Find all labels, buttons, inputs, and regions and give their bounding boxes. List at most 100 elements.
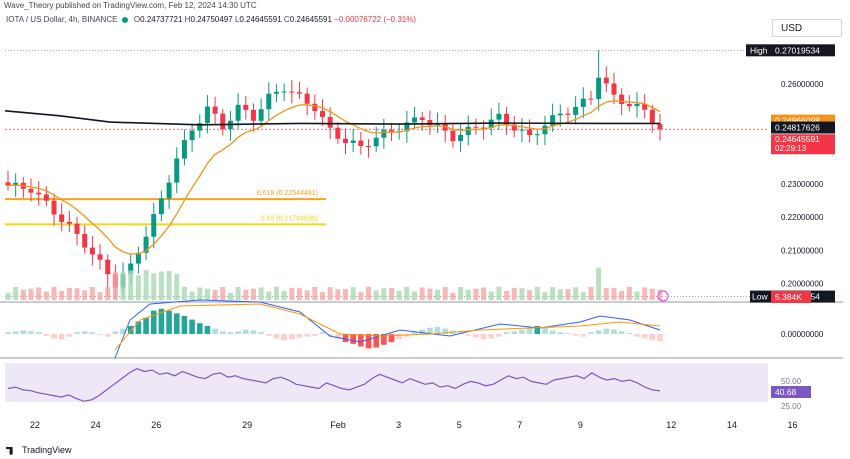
macd-bar (143, 317, 149, 334)
candle-body (28, 188, 34, 193)
volume-bar (626, 286, 632, 300)
candle-body (373, 137, 379, 147)
candle-body (197, 123, 203, 131)
volume-bar (250, 288, 256, 300)
change-value: −0.00076722 (−0.31%) (334, 15, 417, 24)
time-tick-label: 9 (578, 420, 583, 430)
volume-bar (611, 287, 617, 300)
candle-body (128, 263, 134, 274)
candle-body (266, 93, 272, 110)
candle-body (565, 113, 571, 115)
time-tick-label: 3 (396, 420, 401, 430)
macd-bar (565, 333, 571, 334)
volume-bar (350, 287, 356, 300)
macd-histogram (5, 308, 663, 349)
volume-bar (335, 289, 341, 300)
volume-bar (51, 286, 57, 300)
candle-body (97, 254, 103, 260)
candle-body (519, 129, 525, 131)
candle-body (220, 113, 226, 130)
volume-bar (174, 274, 180, 300)
volume-bar (97, 292, 103, 300)
price-tick-label: 0.26000000 (781, 80, 824, 89)
signal-line (114, 303, 661, 351)
time-tick-label: 26 (151, 420, 161, 430)
volume-bar (496, 286, 502, 300)
macd-bar (296, 334, 303, 338)
time-tick-label: Feb (330, 420, 346, 430)
candle-body (289, 91, 295, 93)
macd-bar (112, 331, 119, 334)
volume-bar (273, 286, 279, 300)
volume-bar (458, 287, 464, 300)
candle-body (419, 117, 425, 121)
candle-body (258, 109, 264, 121)
volume-bar (519, 288, 525, 300)
volume-bar (619, 290, 625, 300)
volume-bar (59, 290, 65, 300)
volume-bar (266, 291, 272, 300)
volume-bar (143, 270, 149, 300)
candle-body (465, 126, 471, 136)
macd-bar (496, 334, 502, 337)
candle-body (296, 92, 302, 94)
macd-bar (242, 329, 249, 334)
volume-bar (227, 292, 233, 300)
macd-bar (5, 332, 11, 334)
volume-bar (258, 287, 264, 300)
ema-long-line (4, 110, 661, 126)
volume-bar (281, 290, 287, 300)
volume-bar (450, 292, 456, 300)
macd-bar (342, 334, 349, 343)
macd-bar (327, 334, 333, 337)
macd-bar (618, 331, 625, 334)
open-label: O (133, 15, 141, 24)
currency-button[interactable]: USD (772, 19, 842, 37)
candle-body (619, 94, 625, 104)
macd-bar (212, 328, 218, 334)
macd-bar (503, 332, 510, 334)
volume-bar (212, 289, 218, 300)
low-label: L (234, 15, 240, 24)
macd-zero-label: 0.00000000 (781, 330, 824, 339)
candle-body (273, 91, 279, 94)
candle-body (82, 233, 88, 248)
macd-bar (35, 332, 42, 334)
volume-bar (343, 289, 349, 300)
macd-bar (289, 334, 295, 340)
volume-bar (181, 286, 187, 300)
macd-bar (611, 329, 617, 334)
candle-body (243, 104, 249, 110)
candle-body (649, 109, 655, 124)
symbol-name[interactable]: IOTA / US Dollar, 4h, BINANCE (6, 15, 118, 24)
macd-bar (335, 334, 341, 340)
candle-body (204, 106, 210, 124)
candle-body (135, 252, 141, 264)
volume-bar (319, 292, 325, 300)
high-value-label: 0.27019534 (775, 45, 820, 55)
macd-bar (373, 334, 379, 348)
candle-body (450, 130, 456, 142)
ema-long-value-label-bg (771, 121, 835, 134)
low-tag-bg (750, 290, 771, 303)
volume-bar (381, 288, 387, 300)
footer-brand: TradingView (6, 444, 72, 456)
candle-body (312, 103, 318, 112)
fib-level-label: 0.618 (0.22544481) (257, 190, 318, 197)
volume-bar (542, 292, 548, 300)
macd-bar (634, 334, 640, 337)
price-axis: 0.26000000 0.23000000 0.22000000 0.21000000… (746, 44, 835, 303)
high-label: H (184, 15, 191, 24)
volume-bar (327, 287, 333, 300)
volume-bar (220, 287, 226, 300)
candle-body (573, 106, 579, 115)
publish-header: Wave_Theory published on TradingView.com… (0, 0, 850, 12)
macd-bar (281, 334, 287, 341)
high-value: 0.24750497 (190, 15, 233, 24)
macd-bar (74, 332, 80, 334)
volume-bar (358, 292, 364, 300)
price-tick-label: 0.20000000 (781, 280, 824, 289)
macd-bar (603, 328, 610, 334)
macd-bar (89, 332, 96, 334)
